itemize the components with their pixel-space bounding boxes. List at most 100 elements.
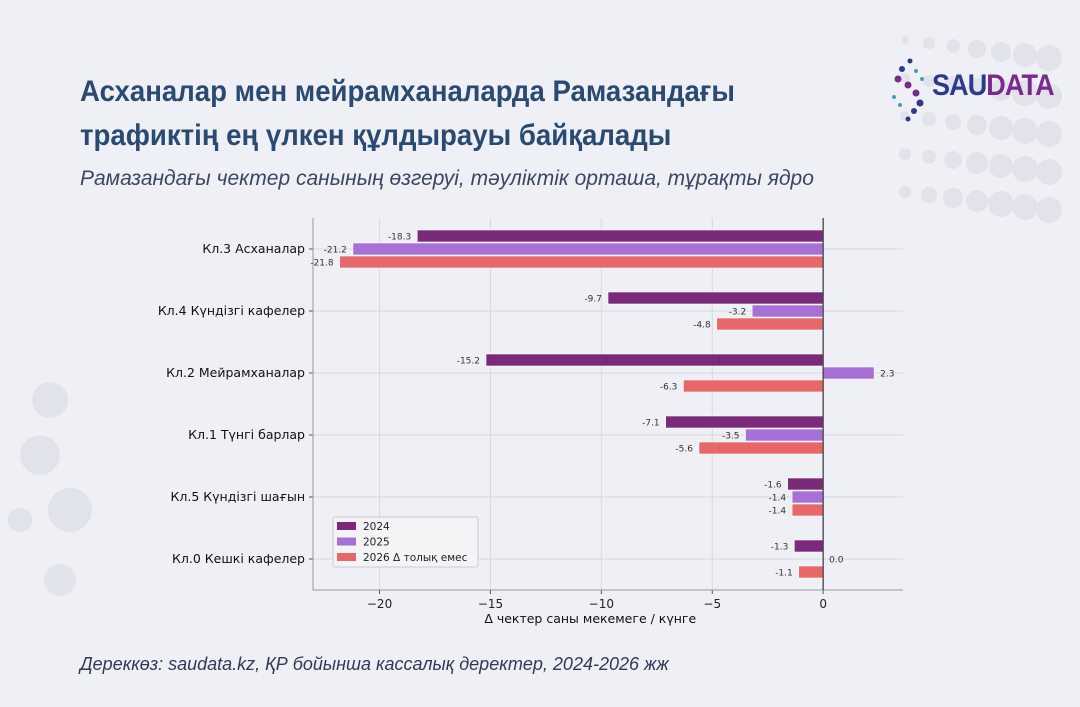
data-label: -1.4 <box>769 494 787 504</box>
data-label: -5.6 <box>675 445 693 455</box>
bar-2026 <box>683 379 824 393</box>
data-label: -3.2 <box>729 308 747 318</box>
category-label: Кл.5 Күндізгі шағын <box>170 489 305 504</box>
data-label: -1.4 <box>769 507 787 517</box>
data-label: -7.1 <box>642 419 660 429</box>
bar-2024 <box>665 415 824 429</box>
bar-2026 <box>798 565 824 579</box>
bar-2025 <box>745 428 824 442</box>
legend-box <box>332 516 479 568</box>
decor-dot <box>1036 159 1062 185</box>
bar-2026 <box>698 441 824 455</box>
decor-dot <box>48 488 92 532</box>
x-tick-label: −15 <box>478 597 503 611</box>
page-subtitle: Рамазандағы чектер санының өзгеруі, тәул… <box>80 167 814 190</box>
category-label: Кл.1 Түнгі барлар <box>188 427 305 442</box>
decor-dot <box>1036 45 1062 71</box>
decor-dot <box>1013 43 1037 67</box>
data-label: -18.3 <box>388 233 411 243</box>
data-label: -9.7 <box>584 295 602 305</box>
decor-dot <box>1012 194 1038 220</box>
decor-dot <box>922 112 936 126</box>
data-label: -1.3 <box>771 543 789 553</box>
category-label: Кл.0 Кешкі кафелер <box>172 551 305 566</box>
decor-dot <box>945 76 961 92</box>
saudata-logo: SAUDATA <box>888 55 1058 125</box>
decor-dot <box>923 37 935 49</box>
bar-2025 <box>751 304 824 318</box>
bar-2025 <box>791 490 824 504</box>
x-tick-label: 0 <box>819 597 827 611</box>
decor-dot <box>988 191 1014 217</box>
decor-dot <box>1012 156 1038 182</box>
decor-dot <box>32 382 68 418</box>
decor-dot <box>967 77 987 97</box>
decor-dot <box>921 187 937 203</box>
decor-dot <box>899 148 911 160</box>
bar-2024 <box>607 291 824 305</box>
bar-2026 <box>716 317 824 331</box>
decor-dot <box>990 41 1012 63</box>
data-label: -21.8 <box>310 259 334 269</box>
decor-dot <box>988 153 1014 179</box>
decor-dot <box>1012 80 1038 106</box>
bar-2024 <box>794 539 824 553</box>
decor-dot <box>968 40 986 58</box>
legend-label: 2024 <box>363 521 390 533</box>
bar-2026 <box>791 503 824 517</box>
page-title: Асханалар мен мейрамханаларда Рамазандағ… <box>80 75 735 152</box>
decor-dot <box>921 149 937 165</box>
decor-dot <box>901 36 909 44</box>
data-label: 0.0 <box>829 556 844 566</box>
category-label: Кл.2 Мейрамханалар <box>166 365 305 380</box>
category-label: Кл.4 Күндізгі кафелер <box>158 303 305 318</box>
decor-dot <box>965 189 989 213</box>
data-label: -4.8 <box>693 321 711 331</box>
decor-dot <box>945 38 961 54</box>
decor-dot <box>898 185 912 199</box>
data-label: -15.2 <box>457 357 480 367</box>
x-axis-label: Δ чектер саны мекемеге / күнге <box>484 611 696 626</box>
decor-dot <box>967 115 987 135</box>
x-tick-label: −10 <box>589 597 614 611</box>
decor-dot <box>989 116 1013 140</box>
decor-dot <box>900 73 910 83</box>
data-label: -6.3 <box>660 383 678 393</box>
decor-dot <box>1012 118 1038 144</box>
data-label: 2.3 <box>880 370 894 380</box>
x-tick-label: −20 <box>367 597 392 611</box>
bar-2025 <box>822 366 875 380</box>
decor-dot <box>990 79 1012 101</box>
decor-dot <box>8 508 32 532</box>
decor-dot <box>944 151 962 169</box>
legend-label: 2025 <box>363 537 390 549</box>
logo-text-data: DATA <box>986 69 1054 102</box>
logo-mark-icon <box>892 58 924 122</box>
data-label: -21.2 <box>324 246 347 256</box>
legend-swatch <box>337 553 356 561</box>
bar-2024 <box>787 477 824 491</box>
category-label: Кл.3 Асханалар <box>202 241 305 256</box>
legend-label: 2026 Δ толық емес <box>363 552 468 564</box>
data-label: -3.5 <box>722 432 740 442</box>
legend-swatch <box>337 537 356 546</box>
decor-dot <box>899 110 911 122</box>
data-label: -1.6 <box>764 481 782 491</box>
decor-dot <box>966 152 988 174</box>
decor-dot <box>1036 197 1062 223</box>
decor-dot <box>944 113 962 131</box>
decor-dot <box>943 188 963 208</box>
decor-dot <box>1036 83 1062 109</box>
decor-dot <box>44 564 76 596</box>
logo-text-sau: SAU <box>932 69 987 102</box>
bar-2025 <box>352 242 824 256</box>
decor-dot <box>922 74 936 88</box>
source-note: Дереккөз: saudata.kz, ҚР бойынша кассалы… <box>80 654 669 674</box>
x-tick-label: −5 <box>703 597 721 611</box>
bar-2026 <box>339 255 824 269</box>
bar-2024 <box>485 353 824 367</box>
decor-dot <box>1036 121 1062 147</box>
decor-dot <box>20 435 60 475</box>
data-label: -1.1 <box>775 569 793 579</box>
